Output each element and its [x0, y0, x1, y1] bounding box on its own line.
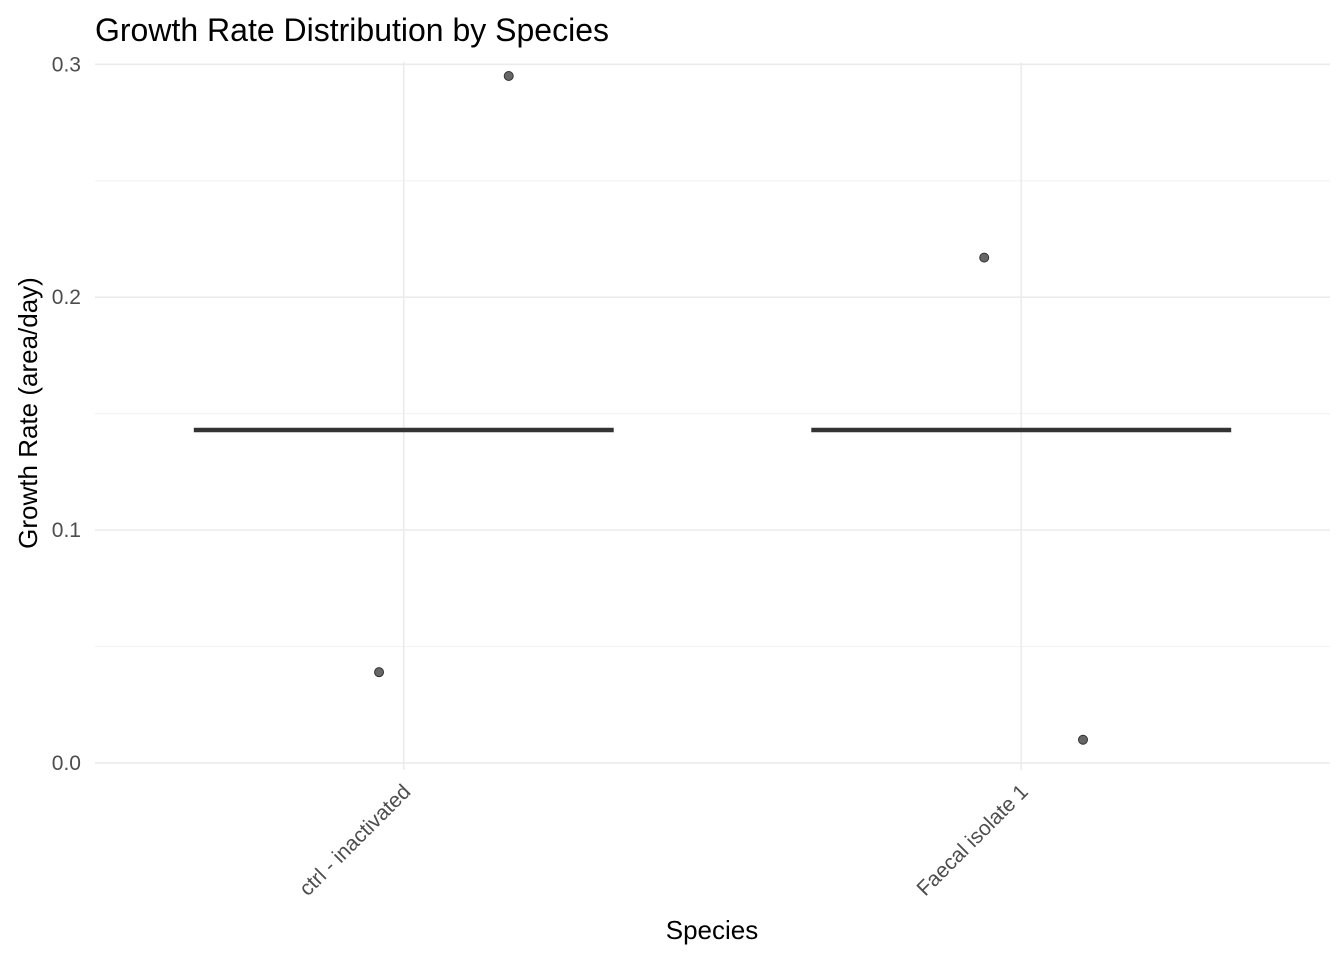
data-point	[374, 667, 385, 678]
data-point	[979, 252, 990, 263]
x-tick-label: Faecal isolate 1	[913, 780, 1033, 900]
x-tick-label: ctrl - inactivated	[295, 780, 415, 900]
x-axis-title: Species	[666, 915, 759, 945]
y-tick-label: 0.3	[52, 53, 81, 76]
chart-title: Growth Rate Distribution by Species	[95, 12, 609, 48]
y-axis-title: Growth Rate (area/day)	[13, 277, 43, 549]
data-point	[1078, 734, 1088, 745]
y-tick-label: 0.1	[52, 519, 81, 542]
y-axis-ticks: 0.0 0.1 0.2 0.3	[52, 53, 81, 775]
data-point	[503, 70, 514, 81]
x-axis-ticks: ctrl - inactivated Faecal isolate 1	[295, 780, 1033, 900]
y-tick-label: 0.0	[52, 752, 81, 775]
y-tick-label: 0.2	[52, 286, 81, 309]
data-points	[374, 70, 1088, 745]
grid-lines	[95, 62, 1330, 770]
